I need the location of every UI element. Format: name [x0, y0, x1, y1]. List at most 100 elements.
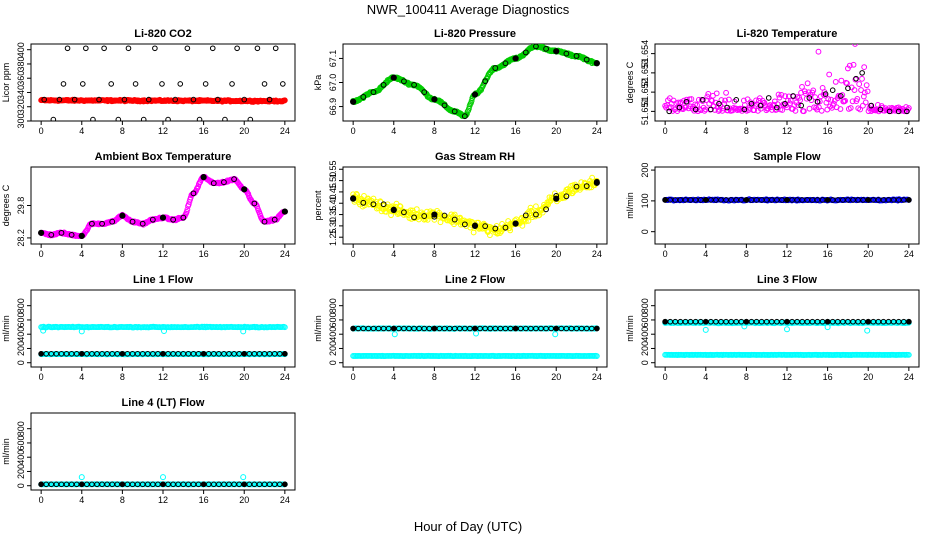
- data-point: [810, 87, 817, 94]
- y-axis-label: degrees C: [1, 184, 11, 226]
- data-point: [662, 318, 668, 325]
- data-point: [472, 325, 478, 332]
- data-point: [860, 102, 866, 109]
- data-point: [838, 93, 844, 99]
- data-point: [221, 179, 227, 186]
- plot-area: [662, 44, 912, 115]
- data-point: [773, 106, 780, 113]
- data-point: [38, 481, 44, 488]
- data-point: [812, 94, 819, 101]
- data-point: [845, 85, 851, 92]
- data-point: [160, 351, 166, 357]
- data-point: [838, 77, 845, 84]
- data-point: [271, 216, 278, 223]
- data-point: [705, 91, 712, 97]
- series-hourly-avg: [350, 178, 600, 232]
- x-tick-label: 20: [863, 249, 873, 259]
- data-point: [78, 474, 85, 481]
- data-point: [583, 56, 590, 63]
- data-point: [411, 214, 417, 221]
- figure-x-label: Hour of Day (UTC): [414, 519, 522, 534]
- data-point: [60, 81, 67, 87]
- data-point: [209, 45, 216, 52]
- x-tick-label: 12: [782, 372, 792, 382]
- data-point: [683, 98, 690, 105]
- chart-pressure: Li-820 Pressure kPa 0 4 8 12 16 20 24 66.9 67.0 67.…: [313, 28, 608, 136]
- data-point: [200, 174, 207, 181]
- data-point: [553, 325, 560, 332]
- x-tick-label: 12: [158, 495, 168, 505]
- data-point: [782, 100, 788, 107]
- data-point: [815, 104, 822, 111]
- data-point: [78, 481, 85, 488]
- series-hourly-avg: [350, 325, 600, 332]
- data-point: [774, 101, 781, 108]
- data-point: [512, 220, 519, 227]
- data-point: [778, 92, 785, 98]
- x-tick-label: 16: [199, 126, 209, 136]
- x-tick-label: 0: [39, 372, 44, 382]
- data-point: [906, 197, 912, 203]
- data-point: [370, 201, 377, 208]
- x-tick-label: 16: [823, 126, 833, 136]
- data-point: [713, 90, 720, 97]
- data-point: [573, 183, 580, 190]
- x-tick-label: 20: [239, 495, 249, 505]
- data-point: [522, 49, 529, 56]
- y-tick-label: 0: [640, 229, 650, 234]
- x-tick-label: 20: [551, 372, 561, 382]
- data-point: [757, 105, 764, 112]
- series-hourly-avg: [662, 318, 912, 325]
- x-tick-label: 24: [280, 126, 290, 136]
- x-tick-label: 24: [280, 249, 290, 259]
- data-point: [240, 474, 247, 481]
- data-point: [482, 78, 489, 85]
- data-point: [864, 88, 871, 95]
- data-point: [41, 96, 48, 103]
- data-point: [832, 78, 839, 85]
- data-point: [552, 331, 559, 338]
- data-point: [281, 208, 288, 215]
- series-hourly-avg: [350, 44, 600, 120]
- data-point: [380, 82, 387, 88]
- x-tick-label: 24: [280, 372, 290, 382]
- y-tick-label: 1.55: [328, 160, 338, 178]
- data-point: [906, 318, 912, 325]
- data-point: [507, 227, 514, 234]
- data-point: [177, 81, 184, 87]
- chart-boxtemp: Ambient Box Temperature degrees C 0 4 8 12 16 2…: [1, 151, 296, 259]
- data-point: [48, 231, 55, 238]
- data-point: [741, 106, 748, 113]
- data-point: [470, 229, 477, 236]
- y-tick-label: 0: [328, 360, 338, 365]
- data-point: [741, 323, 748, 330]
- data-point: [680, 97, 687, 104]
- data-point: [800, 108, 807, 115]
- data-point: [431, 211, 438, 218]
- data-point: [815, 48, 822, 55]
- data-point: [282, 351, 288, 357]
- data-point: [583, 183, 590, 189]
- y-tick-label: 0: [640, 360, 650, 365]
- data-point: [266, 96, 273, 103]
- data-point: [360, 199, 367, 206]
- x-tick-label: 24: [592, 249, 602, 259]
- data-point: [594, 325, 600, 332]
- x-tick-label: 12: [158, 372, 168, 382]
- data-point: [850, 61, 857, 68]
- y-tick-label: 51.651: [640, 98, 650, 126]
- figure-title: NWR_100411 Average Diagnostics: [367, 2, 570, 17]
- plot-area: [38, 173, 288, 240]
- data-point: [502, 224, 509, 231]
- data-point: [121, 96, 128, 103]
- data-point: [38, 229, 45, 236]
- data-point: [563, 50, 570, 57]
- data-point: [818, 107, 825, 114]
- data-point: [361, 193, 367, 199]
- data-point: [593, 60, 600, 67]
- chart-line1: Line 1 Flow ml/min 0 4 8 12 16 20 24 0 20040060080…: [1, 274, 296, 382]
- x-tick-label: 20: [551, 126, 561, 136]
- data-point: [765, 95, 772, 101]
- data-point: [40, 327, 47, 334]
- data-point: [234, 45, 240, 52]
